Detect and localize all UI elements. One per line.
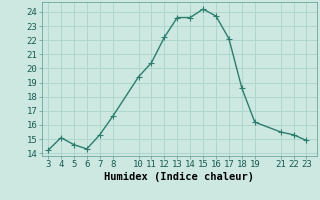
- X-axis label: Humidex (Indice chaleur): Humidex (Indice chaleur): [104, 172, 254, 182]
